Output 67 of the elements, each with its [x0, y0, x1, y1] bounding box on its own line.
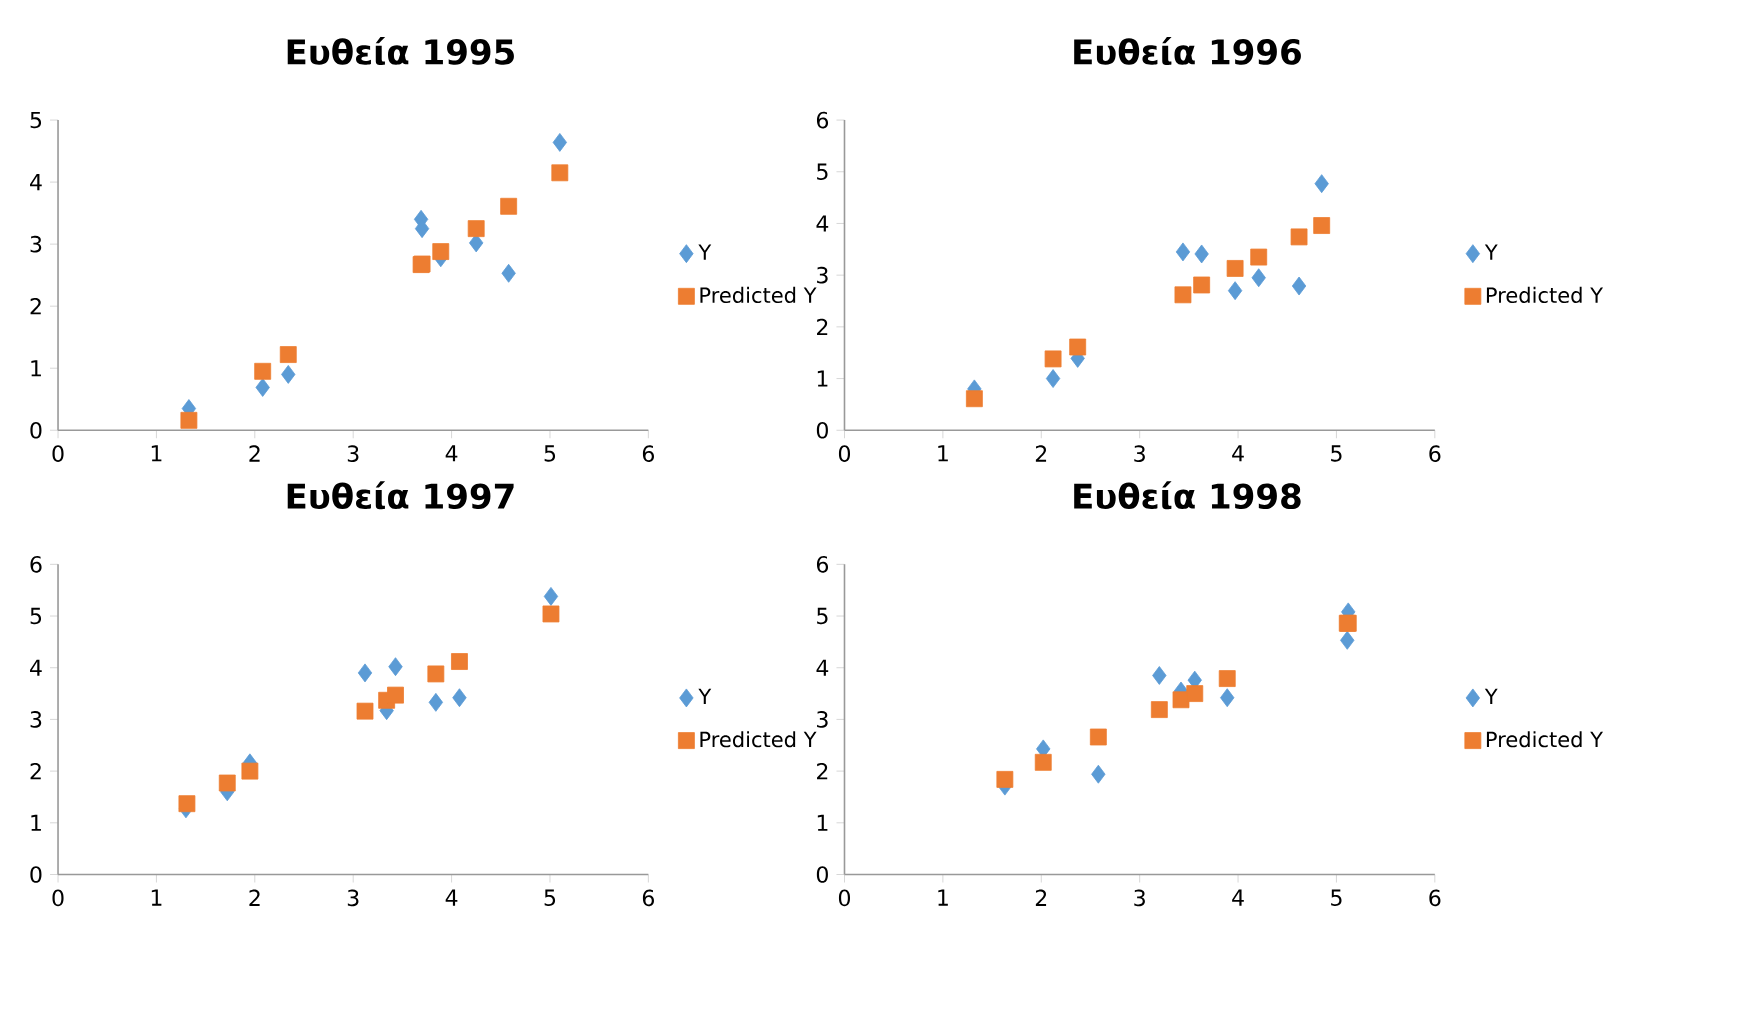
y-tick-label: 2 — [30, 763, 41, 780]
y-tick-label: 4 — [30, 659, 42, 676]
x-tick-label: 5 — [544, 445, 556, 462]
y-tick-label: 1 — [817, 370, 828, 387]
x-tick-label: 0 — [52, 889, 64, 907]
x-tick-label: 2 — [1035, 889, 1047, 907]
y-tick-label: 4 — [816, 659, 829, 676]
y-tick-label: 0 — [816, 866, 828, 884]
x-tick-label: 6 — [1429, 889, 1441, 907]
x-tick-label: 2 — [249, 889, 260, 907]
x-tick-label: 6 — [642, 889, 654, 907]
x-tick-label: 1 — [938, 445, 948, 462]
x-tick-label: 5 — [1331, 889, 1342, 907]
x-tick-label: 2 — [1035, 445, 1047, 462]
x-tick-label: 1 — [151, 445, 162, 462]
legend-label: Predicted Y — [1486, 731, 1604, 748]
x-tick-label: 0 — [838, 889, 851, 907]
x-tick-label: 2 — [249, 445, 260, 462]
y-tick-label: 2 — [817, 318, 828, 336]
y-tick-label: 2 — [30, 298, 41, 315]
x-tick-label: 0 — [52, 445, 64, 463]
x-tick-label: 3 — [1134, 445, 1145, 463]
y-tick-label: 5 — [30, 112, 42, 129]
chart-title: Ευθεία 1998 — [1074, 481, 1301, 510]
legend-label: Predicted Y — [700, 287, 817, 304]
x-tick-label: 6 — [1429, 445, 1441, 463]
y-tick-label: 0 — [30, 422, 42, 439]
x-tick-label: 3 — [1134, 889, 1145, 907]
legend-label: Y — [1484, 688, 1498, 705]
legend-label: Predicted Y — [1486, 287, 1604, 304]
x-tick-label: 5 — [544, 889, 556, 907]
y-tick-label: 1 — [817, 815, 828, 832]
x-tick-label: 1 — [938, 889, 948, 906]
y-tick-label: 5 — [30, 608, 42, 625]
x-tick-label: 4 — [1232, 889, 1244, 906]
y-tick-label: 3 — [30, 236, 42, 253]
y-tick-label: 3 — [30, 711, 42, 728]
x-tick-label: 3 — [347, 889, 359, 907]
x-tick-label: 1 — [151, 889, 162, 906]
x-tick-label: 3 — [347, 445, 359, 463]
chart-title: Ευθεία 1997 — [287, 481, 514, 510]
y-tick-label: 6 — [816, 111, 829, 129]
y-tick-label: 3 — [817, 711, 828, 728]
x-tick-label: 5 — [1331, 445, 1342, 462]
legend-label: Y — [698, 688, 712, 705]
y-tick-label: 5 — [817, 163, 828, 181]
legend-label: Predicted Y — [700, 731, 817, 748]
y-tick-label: 1 — [31, 360, 41, 377]
x-tick-label: 0 — [838, 445, 851, 463]
x-tick-label: 4 — [1232, 445, 1244, 462]
y-tick-label: 4 — [816, 215, 829, 232]
x-tick-label: 6 — [642, 445, 654, 463]
legend-label: Y — [1484, 244, 1498, 261]
y-tick-label: 5 — [817, 608, 828, 625]
y-tick-label: 0 — [816, 422, 828, 439]
y-tick-label: 6 — [30, 556, 42, 573]
y-tick-label: 3 — [817, 267, 828, 284]
y-tick-label: 6 — [816, 556, 829, 573]
x-tick-label: 4 — [445, 445, 458, 462]
chart-title: Ευθεία 1996 — [1074, 37, 1301, 66]
y-tick-label: 0 — [30, 866, 42, 884]
chart-title: Ευθεία 1995 — [287, 37, 514, 66]
y-tick-label: 4 — [30, 174, 42, 191]
y-tick-label: 2 — [817, 763, 828, 780]
y-tick-label: 1 — [31, 815, 41, 832]
x-tick-label: 4 — [445, 889, 458, 906]
legend-label: Y — [698, 244, 712, 261]
